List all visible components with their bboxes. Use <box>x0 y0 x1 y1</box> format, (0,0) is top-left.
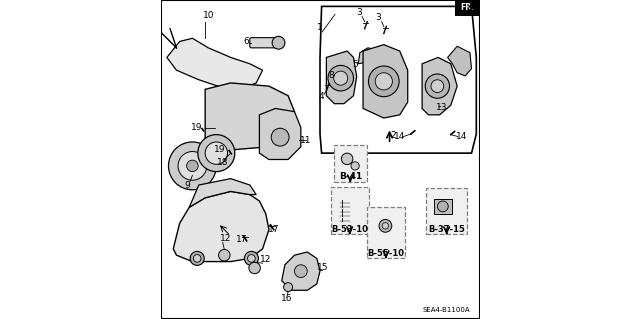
Circle shape <box>333 71 348 85</box>
Text: 14: 14 <box>394 132 405 141</box>
Circle shape <box>205 142 227 164</box>
Text: 13: 13 <box>436 103 447 112</box>
Text: 14: 14 <box>456 132 467 141</box>
Circle shape <box>328 65 353 91</box>
Circle shape <box>190 251 204 265</box>
Polygon shape <box>189 179 256 207</box>
Text: 16: 16 <box>281 294 292 303</box>
Text: FR.: FR. <box>460 4 474 12</box>
Text: 17: 17 <box>268 225 280 234</box>
Text: 8: 8 <box>328 71 334 80</box>
Text: 17: 17 <box>236 235 248 244</box>
Polygon shape <box>358 48 378 64</box>
Circle shape <box>271 128 289 146</box>
Text: 4: 4 <box>319 92 324 101</box>
Polygon shape <box>422 57 457 115</box>
Text: 18: 18 <box>217 158 228 167</box>
Circle shape <box>193 255 201 262</box>
Circle shape <box>351 162 359 170</box>
Text: 15: 15 <box>317 263 328 272</box>
Circle shape <box>294 265 307 278</box>
Circle shape <box>187 160 198 172</box>
Polygon shape <box>282 252 320 290</box>
Circle shape <box>248 255 255 262</box>
Text: 3: 3 <box>356 8 362 17</box>
Polygon shape <box>447 46 472 76</box>
Polygon shape <box>205 83 294 150</box>
Circle shape <box>341 153 353 165</box>
Text: 1: 1 <box>317 23 323 32</box>
Text: SEA4-B1100A: SEA4-B1100A <box>422 307 470 313</box>
Text: B-53-10: B-53-10 <box>332 225 368 234</box>
Polygon shape <box>320 6 476 153</box>
Text: B-55-10: B-55-10 <box>367 249 404 258</box>
FancyBboxPatch shape <box>333 145 367 182</box>
Circle shape <box>425 74 449 98</box>
FancyBboxPatch shape <box>367 207 405 258</box>
Bar <box>433 199 452 214</box>
Circle shape <box>244 251 259 265</box>
Text: 6: 6 <box>244 37 250 46</box>
Text: 12: 12 <box>220 234 232 243</box>
Polygon shape <box>259 108 301 160</box>
Circle shape <box>178 152 207 180</box>
Polygon shape <box>326 51 356 104</box>
FancyBboxPatch shape <box>426 188 467 234</box>
Text: 11: 11 <box>300 136 312 145</box>
Polygon shape <box>167 38 262 89</box>
Circle shape <box>379 219 392 232</box>
Text: 19: 19 <box>214 145 225 154</box>
FancyBboxPatch shape <box>250 38 277 48</box>
Circle shape <box>168 142 216 190</box>
Circle shape <box>218 249 230 261</box>
FancyBboxPatch shape <box>455 0 479 16</box>
Polygon shape <box>363 45 408 118</box>
Text: 2: 2 <box>390 131 396 140</box>
FancyBboxPatch shape <box>330 187 369 234</box>
Circle shape <box>249 262 260 274</box>
Circle shape <box>382 223 388 229</box>
Circle shape <box>437 201 448 212</box>
Text: 12: 12 <box>260 255 271 264</box>
Circle shape <box>375 73 392 90</box>
Circle shape <box>284 283 292 292</box>
Text: 9: 9 <box>185 181 191 189</box>
Text: 19: 19 <box>191 123 203 132</box>
Circle shape <box>431 80 444 93</box>
Polygon shape <box>173 191 269 262</box>
Circle shape <box>198 135 235 172</box>
Text: B-41: B-41 <box>339 172 362 181</box>
Text: B-37-15: B-37-15 <box>428 225 465 234</box>
Circle shape <box>272 36 285 49</box>
Circle shape <box>369 66 399 97</box>
Text: 3: 3 <box>376 13 381 22</box>
FancyBboxPatch shape <box>161 0 479 319</box>
Text: 10: 10 <box>203 11 214 20</box>
Text: 5: 5 <box>352 60 358 69</box>
